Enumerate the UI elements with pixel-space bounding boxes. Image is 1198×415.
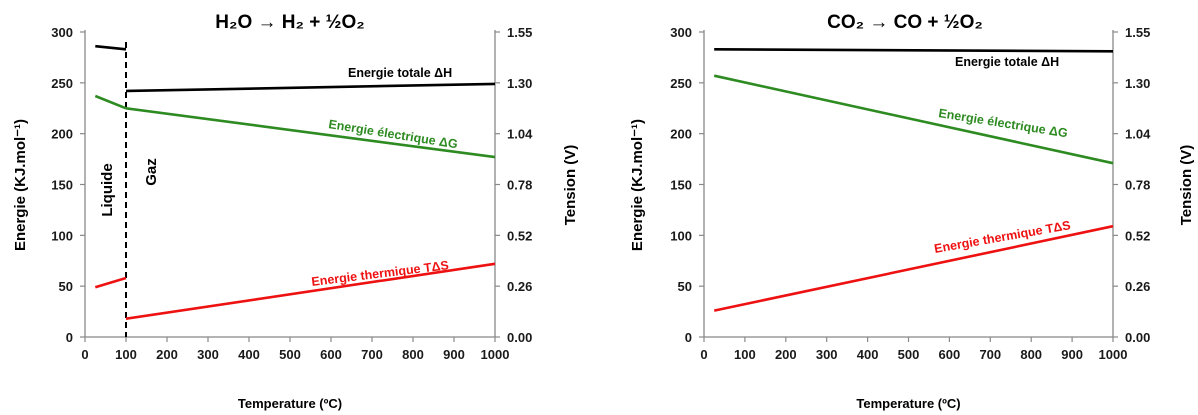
series-line-1-segment-1 (95, 44, 127, 51)
y-tick-label: 200 (51, 127, 73, 142)
x-tick-label: 1000 (481, 347, 510, 362)
x-tick-label: 900 (443, 347, 465, 362)
x-tick-label: 100 (115, 347, 137, 362)
x-tick-label: 800 (402, 347, 424, 362)
y2-tick-label: 1.55 (507, 25, 532, 40)
series-label-2: Energie électrique ΔG (328, 117, 459, 151)
y-tick-label: 100 (670, 228, 692, 243)
y-tick-label: 200 (670, 127, 692, 142)
y2-tick-label: 0.52 (507, 228, 532, 243)
x-tick-label: 400 (238, 347, 260, 362)
x-tick-label: 200 (156, 347, 178, 362)
y-tick-label: 250 (51, 76, 73, 91)
series-line-2-segment-2 (125, 107, 496, 159)
x-tick-label: 700 (361, 347, 383, 362)
y-tick-label: 50 (678, 279, 692, 294)
y2-tick-label: 1.04 (1125, 127, 1151, 142)
x-tick-label: 0 (81, 347, 88, 362)
y2-tick-label: 1.55 (1125, 25, 1150, 40)
series-line-1-segment-2 (125, 82, 496, 93)
series-label-1: Energie totale ΔH (348, 66, 452, 80)
x-tick-label: 300 (197, 347, 219, 362)
y-tick-label: 250 (670, 76, 692, 91)
y2-axis-title: Tension (V) (1178, 145, 1195, 226)
x-tick-label: 400 (857, 347, 879, 362)
series-line-1-segment-1 (714, 48, 1114, 53)
x-tick-label: 900 (1061, 347, 1083, 362)
y2-tick-label: 1.04 (507, 127, 533, 142)
x-tick-label: 600 (939, 347, 961, 362)
series-line-3-segment-1 (713, 224, 1114, 312)
y2-tick-label: 1.30 (1125, 76, 1150, 91)
series-line-2-segment-1 (713, 74, 1114, 165)
region-label-gaz: Gaz (143, 158, 160, 186)
y2-axis-title: Tension (V) (562, 145, 579, 226)
x-tick-label: 300 (816, 347, 838, 362)
y2-tick-label: 0.00 (1125, 330, 1150, 345)
series-label-1: Energie totale ΔH (955, 55, 1059, 69)
y-axis-title: Energie (KJ.mol⁻¹) (629, 119, 646, 251)
y-tick-label: 100 (51, 228, 73, 243)
series-line-3-segment-1 (94, 276, 127, 289)
chart-title: H₂O → H₂ + ½O₂ (215, 12, 364, 33)
series-label-3: Energie thermique TΔS (311, 258, 450, 289)
series-line-3-segment-2 (125, 262, 496, 320)
x-axis-title: Temperature (ºC) (856, 396, 960, 411)
x-tick-label: 800 (1020, 347, 1042, 362)
x-tick-label: 200 (775, 347, 797, 362)
y-tick-label: 150 (51, 178, 73, 193)
y2-tick-label: 1.30 (507, 76, 532, 91)
x-tick-label: 500 (279, 347, 301, 362)
x-tick-label: 100 (734, 347, 756, 362)
x-tick-label: 600 (320, 347, 342, 362)
x-axis-title: Temperature (ºC) (238, 396, 342, 411)
chart-title: CO₂ → CO + ½O₂ (827, 12, 983, 33)
y2-tick-label: 0.26 (507, 279, 532, 294)
y-tick-label: 300 (670, 25, 692, 40)
y2-tick-label: 0.78 (507, 178, 532, 193)
region-label-liquide: Liquide (99, 163, 116, 216)
y-tick-label: 50 (59, 279, 73, 294)
y2-tick-label: 0.26 (1125, 279, 1150, 294)
series-line-2-segment-1 (94, 94, 127, 110)
y-tick-label: 0 (685, 330, 692, 345)
y2-tick-label: 0.52 (1125, 228, 1150, 243)
x-tick-label: 700 (979, 347, 1001, 362)
x-tick-label: 0 (700, 347, 707, 362)
y2-tick-label: 0.78 (1125, 178, 1150, 193)
y-tick-label: 0 (66, 330, 73, 345)
series-label-2: Energie électrique ΔG (938, 106, 1069, 140)
x-tick-label: 500 (898, 347, 920, 362)
chart-1: 0 100 200 300 400 500 600 700 800 900 1000 0 50 100 15… (12, 12, 579, 411)
chart-2: 0 100 200 300 400 500 600 700 800 900 1000 0 50 100 15… (629, 12, 1195, 411)
y-tick-label: 150 (670, 178, 692, 193)
y-axis-title: Energie (KJ.mol⁻¹) (12, 119, 29, 251)
y-tick-label: 300 (51, 25, 73, 40)
y2-tick-label: 0.00 (507, 330, 532, 345)
x-tick-label: 1000 (1099, 347, 1128, 362)
